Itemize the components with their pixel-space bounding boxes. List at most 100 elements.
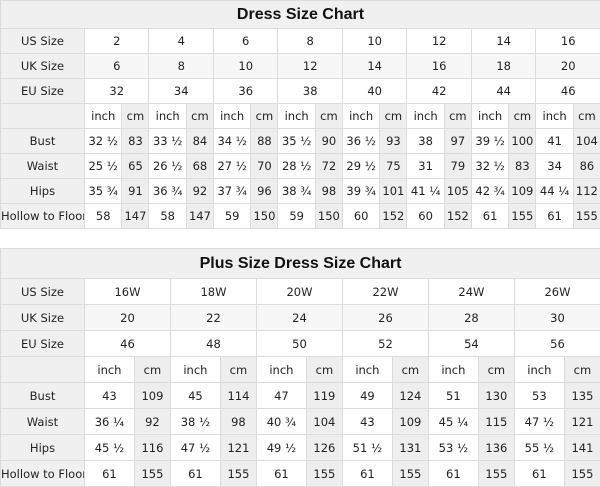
- inch-value: 60: [407, 204, 444, 229]
- inch-value: 32 ½: [471, 154, 508, 179]
- us-size-value: 20W: [256, 279, 342, 305]
- row-label: Bust: [1, 129, 85, 154]
- row-label: UK Size: [1, 54, 85, 79]
- us-size-value: 6: [213, 29, 277, 54]
- inch-value: 38: [407, 129, 444, 154]
- inch-value: 61: [428, 461, 478, 487]
- row-label: Hollow to Floor: [1, 204, 85, 229]
- unit-cm: cm: [122, 104, 149, 129]
- cm-value: 155: [134, 461, 170, 487]
- eu-size-value: 32: [85, 79, 149, 104]
- cm-value: 112: [573, 179, 600, 204]
- eu-size-value: 54: [428, 331, 514, 357]
- cm-value: 121: [564, 409, 600, 435]
- inch-value: 43: [85, 383, 135, 409]
- chart-title: Plus Size Dress Size Chart: [1, 249, 600, 279]
- row-label: Waist: [1, 154, 85, 179]
- cm-value: 83: [122, 129, 149, 154]
- inch-value: 61: [536, 204, 573, 229]
- inch-value: 45 ¼: [428, 409, 478, 435]
- cm-value: 65: [122, 154, 149, 179]
- inch-value: 51: [428, 383, 478, 409]
- cm-value: 109: [134, 383, 170, 409]
- cm-value: 92: [186, 179, 213, 204]
- unit-cm: cm: [573, 104, 600, 129]
- inch-value: 37 ¾: [213, 179, 250, 204]
- cm-value: 115: [478, 409, 514, 435]
- unit-cm: cm: [392, 357, 428, 383]
- inch-value: 59: [213, 204, 250, 229]
- us-size-value: 2: [85, 29, 149, 54]
- uk-size-value: 12: [278, 54, 342, 79]
- cm-value: 135: [564, 383, 600, 409]
- row-label: UK Size: [1, 305, 85, 331]
- cm-value: 155: [478, 461, 514, 487]
- unit-inch: inch: [536, 104, 573, 129]
- us-size-value: 10: [342, 29, 406, 54]
- unit-inch: inch: [407, 104, 444, 129]
- cm-value: 152: [380, 204, 407, 229]
- inch-value: 47 ½: [514, 409, 564, 435]
- cm-value: 155: [564, 461, 600, 487]
- inch-value: 51 ½: [342, 435, 392, 461]
- row-label: EU Size: [1, 79, 85, 104]
- inch-value: 25 ½: [85, 154, 122, 179]
- row-label: Bust: [1, 383, 85, 409]
- uk-size-value: 24: [256, 305, 342, 331]
- inch-value: 31: [407, 154, 444, 179]
- inch-value: 26 ½: [149, 154, 186, 179]
- eu-size-value: 46: [536, 79, 600, 104]
- eu-size-value: 50: [256, 331, 342, 357]
- eu-size-value: 42: [407, 79, 471, 104]
- unit-inch: inch: [256, 357, 306, 383]
- inch-value: 49 ½: [256, 435, 306, 461]
- inch-value: 29 ½: [342, 154, 379, 179]
- title-row: Plus Size Dress Size Chart: [1, 249, 600, 279]
- unit-cm: cm: [251, 104, 278, 129]
- inch-value: 28 ½: [278, 154, 315, 179]
- cm-value: 105: [444, 179, 471, 204]
- uk-size-value: 14: [342, 54, 406, 79]
- cm-value: 116: [134, 435, 170, 461]
- inch-value: 61: [256, 461, 306, 487]
- cm-value: 130: [478, 383, 514, 409]
- cm-value: 72: [315, 154, 342, 179]
- inch-value: 61: [85, 461, 135, 487]
- cm-value: 114: [220, 383, 256, 409]
- inch-value: 60: [342, 204, 379, 229]
- cm-value: 97: [444, 129, 471, 154]
- inch-value: 44 ¼: [536, 179, 573, 204]
- eu-size-value: 52: [342, 331, 428, 357]
- cm-value: 104: [306, 409, 342, 435]
- inch-value: 39 ¾: [342, 179, 379, 204]
- inch-value: 41 ¼: [407, 179, 444, 204]
- cm-value: 131: [392, 435, 428, 461]
- inch-value: 53 ½: [428, 435, 478, 461]
- inch-value: 61: [170, 461, 220, 487]
- unit-cm: cm: [444, 104, 471, 129]
- unit-inch: inch: [85, 357, 135, 383]
- row-label: Hips: [1, 435, 85, 461]
- inch-value: 58: [85, 204, 122, 229]
- unit-inch: inch: [342, 104, 379, 129]
- cm-value: 93: [380, 129, 407, 154]
- uk-size-value: 20: [536, 54, 600, 79]
- cm-value: 121: [220, 435, 256, 461]
- uk-size-value: 28: [428, 305, 514, 331]
- row-label-empty: [1, 104, 85, 129]
- inch-value: 55 ½: [514, 435, 564, 461]
- inch-value: 33 ½: [149, 129, 186, 154]
- cm-value: 155: [306, 461, 342, 487]
- eu-size-value: 44: [471, 79, 535, 104]
- cm-value: 91: [122, 179, 149, 204]
